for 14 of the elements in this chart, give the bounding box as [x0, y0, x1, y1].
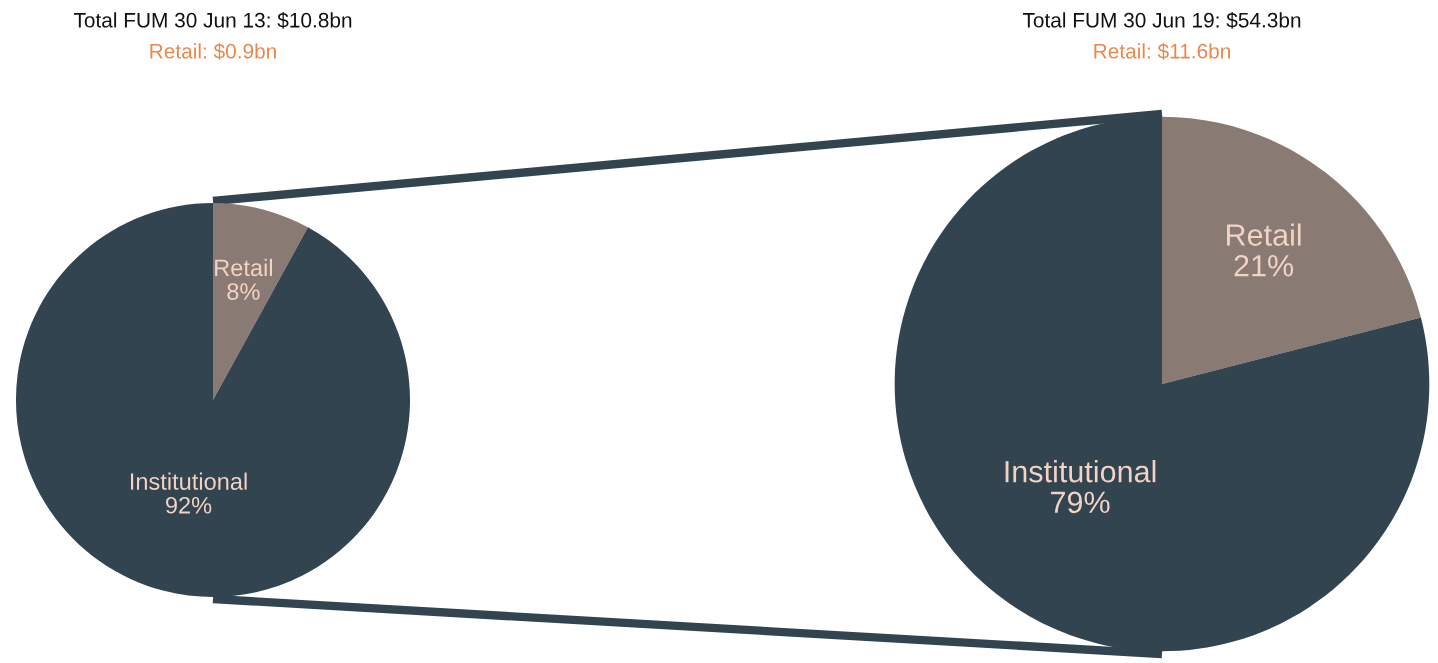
- slice-label: Retail: [215, 258, 272, 277]
- data-label: 79%: [1051, 491, 1110, 514]
- data-label: 8%: [227, 283, 260, 300]
- slice-label: Institutional: [130, 472, 247, 490]
- data-label: 92%: [165, 496, 212, 514]
- data-label: 21%: [1234, 254, 1294, 277]
- slice-label: Institutional: [1005, 460, 1156, 483]
- pie-slice: [1162, 116, 1421, 384]
- chart-subtitle: Retail: $0.9bn: [150, 42, 276, 60]
- slice-label: Retail: [1227, 223, 1301, 246]
- chart-subtitle: Retail: $11.6bn: [1094, 42, 1230, 60]
- pie-slice: [213, 202, 308, 400]
- chart-title: Total FUM 30 Jun 13: $10.8bn: [73, 11, 352, 29]
- chart-title: Total FUM 30 Jun 19: $54.3bn: [1022, 11, 1301, 29]
